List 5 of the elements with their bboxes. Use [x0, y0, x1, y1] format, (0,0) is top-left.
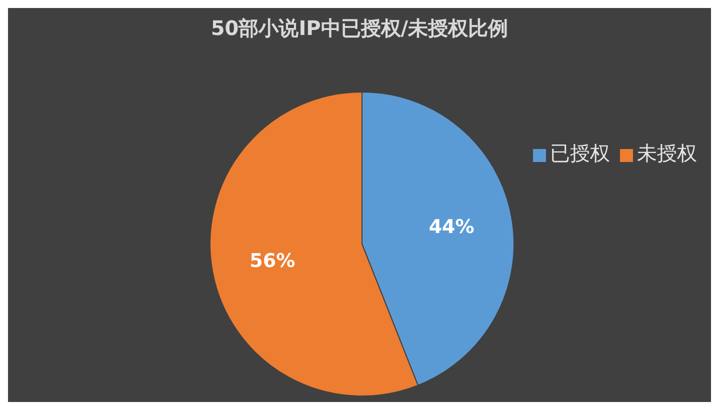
- data-label: 44%: [428, 216, 474, 238]
- chart-title: 50部小说IP中已授权/未授权比例: [210, 15, 510, 42]
- data-label: 56%: [250, 250, 296, 272]
- legend-label: 已授权: [550, 141, 610, 165]
- legend-label: 未授权: [637, 141, 697, 165]
